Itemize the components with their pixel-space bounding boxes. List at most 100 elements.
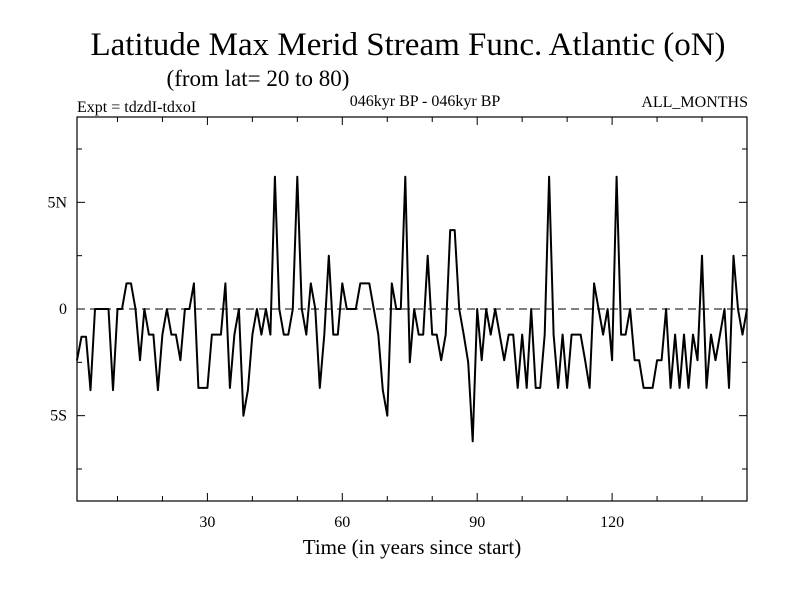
data-point-53 [310,282,312,285]
data-point-78 [422,333,425,336]
data-point-89 [471,440,474,443]
tick-marks [77,117,748,501]
data-point-116 [593,282,595,285]
data-point-18 [152,333,155,336]
data-point-91 [480,359,483,362]
data-point-81 [435,333,438,336]
data-point-131 [660,359,663,362]
data-point-63 [355,308,357,310]
data-point-100 [521,333,523,336]
data-point-47 [283,333,285,336]
data-point-55 [319,387,321,389]
data-point-60 [341,282,344,285]
data-point-86 [458,308,461,310]
data-point-70 [386,414,389,417]
data-point-142 [710,333,712,336]
data-point-41 [256,308,258,310]
data-point-46 [278,308,281,310]
data-point-15 [139,359,141,362]
data-point-10 [116,308,119,310]
data-points [76,175,748,443]
period-label: 046kyr BP - 046kyr BP [350,93,501,110]
data-point-8 [107,308,110,310]
data-point-56 [323,333,326,336]
data-point-110 [566,387,568,389]
data-point-42 [260,333,263,336]
data-point-98 [512,333,514,336]
y-tick-label-5N: 5N [47,194,67,211]
data-point-31 [211,333,213,336]
data-point-96 [503,359,506,362]
x-tick-label-60: 60 [334,514,350,531]
data-point-71 [391,282,393,285]
data-point-19 [157,389,159,391]
data-point-6 [98,308,101,310]
data-point-119 [606,308,609,310]
data-point-112 [575,333,577,336]
data-point-9 [112,389,114,391]
data-point-150 [746,308,748,310]
data-point-109 [561,333,564,336]
data-point-38 [242,414,245,417]
data-point-59 [337,333,339,336]
data-point-105 [543,333,546,336]
data-point-14 [134,308,137,310]
data-point-65 [364,282,366,285]
data-point-4 [89,389,92,391]
data-point-118 [602,333,604,336]
data-point-136 [683,333,685,336]
data-point-141 [705,387,708,389]
data-point-135 [678,387,681,389]
data-point-128 [647,387,649,389]
data-point-127 [642,387,645,389]
data-point-144 [719,333,721,336]
data-point-108 [557,387,559,389]
data-point-5 [94,308,96,310]
data-point-139 [696,359,699,362]
data-point-106 [548,175,550,178]
data-point-134 [674,333,676,336]
data-point-68 [377,333,380,336]
data-point-140 [701,254,703,257]
data-point-13 [130,282,132,285]
data-point-84 [449,229,452,231]
data-point-93 [489,333,492,336]
data-point-122 [620,333,622,336]
data-point-40 [251,333,254,336]
data-point-36 [233,333,236,336]
data-point-52 [305,333,308,336]
chart-title: Latitude Max Merid Stream Func. Atlantic… [90,27,725,63]
x-tick-label-90: 90 [469,514,485,531]
data-point-145 [723,308,726,310]
data-point-111 [570,333,573,336]
data-point-121 [615,175,618,178]
data-point-72 [395,308,398,310]
data-point-146 [728,387,730,389]
tick-labels: 30 60 90 120 5N 0 5S [47,194,624,531]
data-point-99 [516,387,519,389]
data-point-61 [346,308,348,310]
y-tick-label-5S: 5S [50,408,67,425]
data-point-87 [462,333,465,336]
data-point-21 [166,308,168,310]
data-point-69 [382,389,384,391]
data-point-23 [175,333,177,336]
data-point-20 [161,333,164,336]
data-point-26 [188,308,191,310]
data-point-67 [373,308,375,310]
data-point-3 [85,335,87,338]
data-point-79 [426,254,429,257]
data-point-45 [274,175,276,178]
data-point-57 [328,254,330,257]
data-point-143 [714,359,717,362]
experiment-label: Expt = tdzdI-tdxoI [77,99,196,116]
data-point-90 [476,308,479,310]
data-point-123 [624,333,627,336]
data-point-115 [588,387,591,389]
data-point-58 [332,333,335,336]
data-point-137 [687,387,690,389]
data-point-51 [301,308,303,310]
data-point-32 [215,333,218,336]
data-point-117 [597,308,600,310]
